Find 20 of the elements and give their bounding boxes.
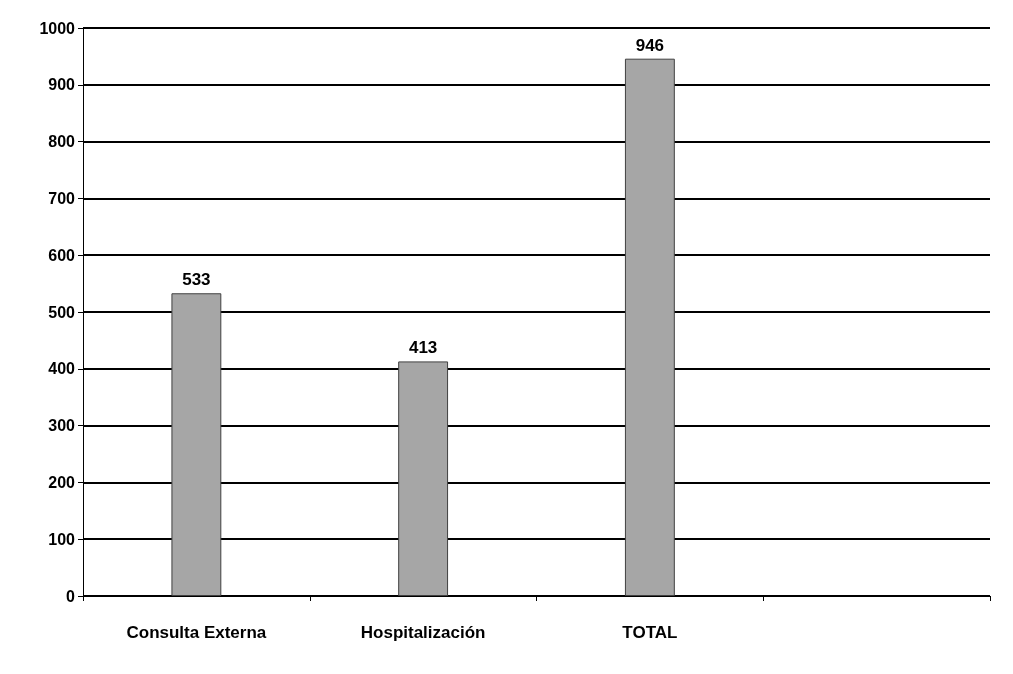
y-tick-label: 500 [48, 303, 76, 321]
data-label: 533 [182, 270, 211, 290]
data-label: 413 [408, 338, 438, 358]
y-tick-label: 700 [48, 189, 76, 207]
bar [398, 361, 449, 596]
bar [624, 58, 675, 596]
y-tick-label: 800 [48, 133, 76, 151]
x-tick-label: TOTAL [622, 623, 678, 642]
x-tick-label: Consulta Externa [126, 623, 267, 642]
y-tick-label: 900 [48, 76, 76, 94]
y-tick-label: 400 [48, 360, 76, 378]
bar [171, 293, 222, 596]
data-label: 946 [635, 35, 665, 55]
y-tick-label: 600 [48, 246, 76, 264]
y-tick-label: 1000 [39, 19, 76, 37]
x-tick-label: Hospitalización [360, 623, 486, 642]
y-tick-label: 200 [48, 473, 76, 491]
y-tick-label: 300 [48, 417, 76, 435]
y-tick-label: 0 [66, 587, 76, 605]
y-tick-label: 100 [48, 530, 76, 548]
